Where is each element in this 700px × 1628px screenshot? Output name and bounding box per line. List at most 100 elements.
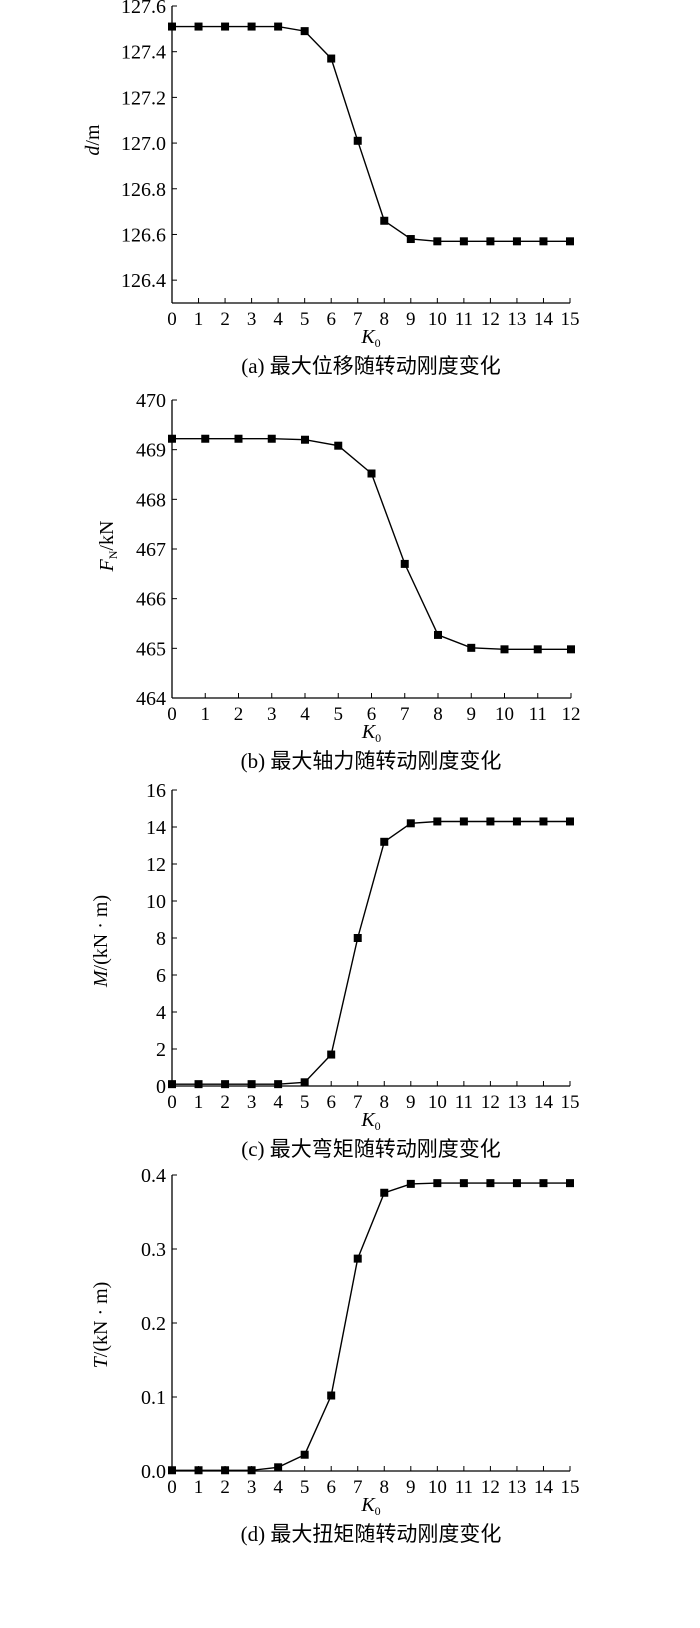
x-tick-label: 14 bbox=[534, 309, 554, 330]
data-point bbox=[234, 434, 243, 443]
y-tick-label: 126.6 bbox=[121, 224, 166, 246]
y-tick-label: 127.2 bbox=[121, 87, 166, 109]
y-axis-label: M/(kN · m) bbox=[90, 895, 112, 988]
data-point bbox=[221, 1466, 230, 1475]
x-axis-label-subscript: 0 bbox=[375, 731, 381, 745]
data-point bbox=[459, 1179, 468, 1188]
data-point bbox=[301, 435, 309, 444]
x-tick-label: 7 bbox=[400, 704, 410, 725]
x-tick-label: 2 bbox=[220, 1477, 230, 1498]
y-tick-label: 0.3 bbox=[141, 1239, 166, 1261]
data-point bbox=[334, 441, 343, 450]
x-tick-label: 6 bbox=[326, 309, 336, 330]
x-tick-label: 7 bbox=[353, 1477, 363, 1498]
data-point bbox=[406, 1179, 415, 1188]
x-tick-label: 9 bbox=[467, 704, 477, 725]
data-point bbox=[168, 1080, 176, 1089]
data-point bbox=[486, 237, 495, 246]
x-tick-label: 9 bbox=[406, 1092, 416, 1113]
data-point bbox=[380, 1188, 389, 1197]
y-axis-label-unit: /kN bbox=[96, 521, 118, 551]
x-tick-label: 5 bbox=[334, 704, 344, 725]
x-tick-label: 8 bbox=[380, 309, 390, 330]
x-tick-label: 6 bbox=[326, 1092, 336, 1113]
y-tick-label: 16 bbox=[146, 780, 166, 802]
x-tick-label: 8 bbox=[380, 1092, 390, 1113]
x-axis-label: K0 bbox=[360, 1494, 380, 1518]
x-tick-label: 1 bbox=[194, 1477, 204, 1498]
chart-2: 0 1 2 3 4 5 6 7 8 9 10 11 12 13 14 150246810121416M/(kN… bbox=[90, 780, 580, 1161]
data-point bbox=[533, 645, 542, 654]
x-axis-label-subscript: 0 bbox=[375, 1119, 381, 1133]
x-axis-label: K0 bbox=[361, 721, 381, 745]
x-tick-label: 11 bbox=[455, 309, 473, 330]
x-tick-label: 2 bbox=[234, 704, 244, 725]
data-point bbox=[194, 1080, 203, 1089]
x-tick-label: 3 bbox=[267, 704, 277, 725]
x-tick-label: 4 bbox=[273, 309, 283, 330]
chart-caption: (a) 最大位移随转动刚度变化 bbox=[241, 354, 501, 378]
data-point bbox=[327, 54, 336, 63]
data-point bbox=[512, 817, 521, 826]
x-tick-label: 2 bbox=[220, 309, 230, 330]
x-tick-label: 10 bbox=[428, 1477, 447, 1498]
x-tick-label: 13 bbox=[507, 309, 526, 330]
data-point bbox=[168, 22, 176, 31]
series-line bbox=[172, 25, 570, 243]
y-tick-label: 2 bbox=[156, 1039, 166, 1061]
data-point bbox=[539, 237, 548, 246]
data-point bbox=[380, 837, 389, 846]
x-tick-label: 15 bbox=[561, 1477, 580, 1498]
x-tick-label: 7 bbox=[353, 1092, 363, 1113]
x-tick-label: 11 bbox=[529, 704, 547, 725]
x-tick-label: 15 bbox=[561, 1092, 580, 1113]
data-point bbox=[274, 1080, 283, 1089]
x-tick-label: 5 bbox=[300, 1092, 310, 1113]
data-point bbox=[459, 817, 468, 826]
chart-caption: (b) 最大轴力随转动刚度变化 bbox=[241, 749, 502, 773]
y-tick-label: 469 bbox=[136, 440, 166, 462]
data-point bbox=[201, 434, 210, 443]
data-point bbox=[567, 645, 575, 654]
data-point bbox=[566, 237, 574, 246]
chart-caption: (d) 最大扭矩随转动刚度变化 bbox=[241, 1522, 502, 1546]
data-point bbox=[500, 645, 509, 654]
data-point bbox=[221, 22, 230, 31]
data-point bbox=[353, 934, 362, 942]
y-tick-label: 6 bbox=[156, 965, 166, 987]
data-point bbox=[221, 1080, 230, 1089]
y-tick-label: 0.1 bbox=[141, 1387, 166, 1409]
y-tick-label: 4 bbox=[156, 1002, 166, 1024]
series-line bbox=[172, 1182, 570, 1472]
x-tick-label: 8 bbox=[380, 1477, 390, 1498]
x-tick-label: 1 bbox=[194, 1092, 204, 1113]
series-line bbox=[172, 820, 570, 1085]
x-tick-label: 13 bbox=[507, 1092, 526, 1113]
data-point bbox=[168, 1466, 176, 1475]
y-axis-label: FN/kN bbox=[96, 521, 120, 573]
chart-0: 0 1 2 3 4 5 6 7 8 9 10 11 12 13 14 15126.4126.6126.8127… bbox=[82, 0, 580, 378]
data-point bbox=[367, 469, 376, 478]
y-tick-label: 466 bbox=[136, 589, 166, 611]
y-tick-label: 127.6 bbox=[121, 0, 166, 18]
y-tick-label: 0.0 bbox=[141, 1461, 166, 1483]
x-tick-label: 4 bbox=[273, 1092, 283, 1113]
x-axis-label-symbol: K bbox=[361, 721, 377, 743]
x-axis-label-subscript: 0 bbox=[375, 1504, 381, 1518]
chart-1: 0 1 2 3 4 5 6 7 8 9 10 11 12464465466467468469470FN/… bbox=[96, 390, 581, 773]
data-point bbox=[486, 1179, 495, 1188]
data-point bbox=[380, 216, 389, 225]
y-tick-label: 126.8 bbox=[121, 179, 166, 201]
x-tick-label: 1 bbox=[201, 704, 211, 725]
y-tick-label: 127.0 bbox=[121, 133, 166, 155]
y-axis-label-subscript: N bbox=[106, 550, 120, 559]
y-tick-label: 14 bbox=[146, 817, 166, 839]
data-point bbox=[406, 235, 415, 244]
x-tick-label: 2 bbox=[220, 1092, 230, 1113]
data-point bbox=[539, 817, 548, 826]
x-tick-label: 10 bbox=[428, 1092, 447, 1113]
data-point bbox=[274, 1463, 283, 1472]
y-tick-label: 467 bbox=[136, 539, 166, 561]
data-point bbox=[433, 817, 442, 826]
